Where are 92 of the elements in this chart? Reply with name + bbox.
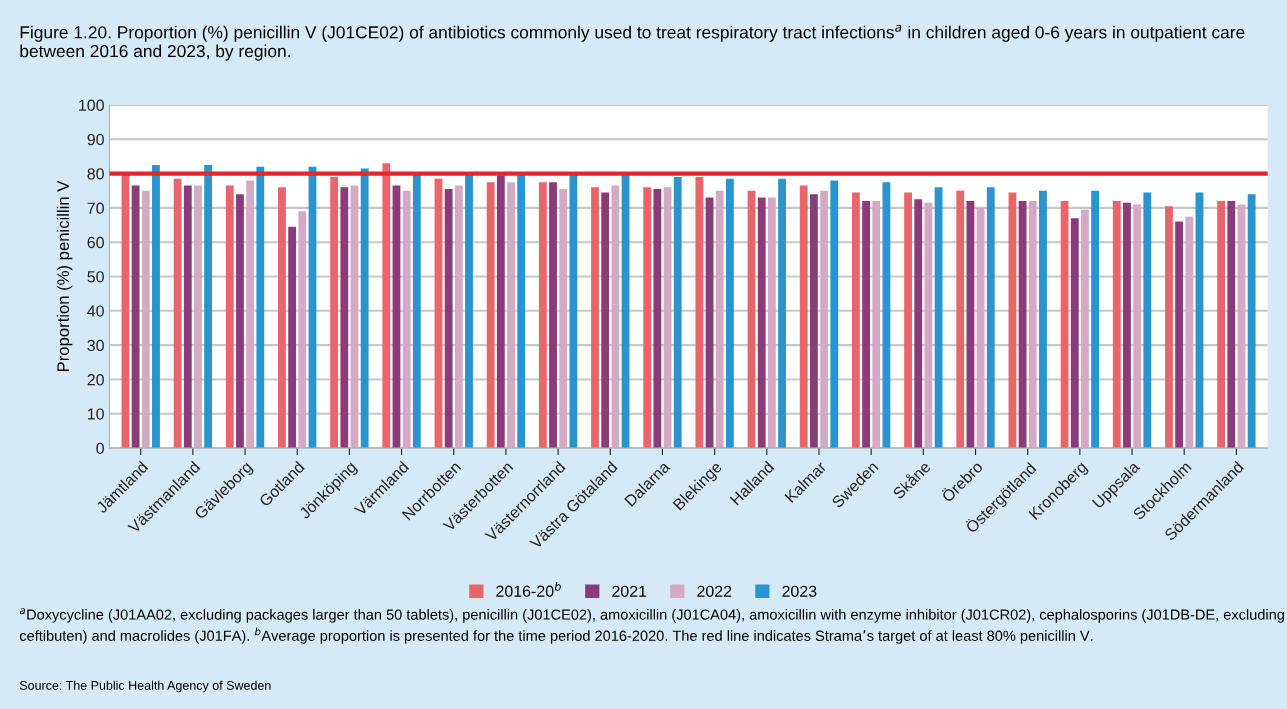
bar: [141, 190, 150, 449]
y-tick-label: 10: [87, 408, 104, 420]
bar: [1165, 206, 1173, 449]
bar: [914, 199, 923, 449]
bar: [330, 176, 339, 449]
bar: [278, 187, 286, 449]
bar: [1112, 201, 1121, 449]
bar: [1175, 221, 1184, 449]
bar: [1028, 201, 1037, 449]
bar: [1018, 201, 1027, 449]
bar: [1217, 201, 1226, 449]
bar: [225, 185, 234, 449]
bar: [778, 178, 786, 449]
bar: [591, 187, 599, 449]
legend-label: 2016-20$^{b}$: [496, 582, 561, 597]
bar: [288, 226, 297, 449]
y-tick-label: 80: [87, 168, 104, 180]
bar: [673, 176, 682, 449]
bar: [799, 185, 808, 449]
bar: [152, 164, 160, 449]
bar: [820, 190, 828, 449]
bar: [173, 178, 182, 449]
y-tick-label: 100: [79, 99, 104, 111]
bar: [851, 192, 860, 449]
bar: [934, 187, 943, 449]
bar: [872, 201, 881, 449]
bar: [1247, 194, 1256, 449]
bar: [454, 185, 463, 449]
bar: [1091, 190, 1100, 449]
bar: [1070, 218, 1079, 449]
legend-label: 2023: [782, 585, 817, 597]
bar: [360, 168, 369, 449]
bar: [236, 194, 244, 449]
bar: [862, 201, 870, 449]
bar: [256, 166, 265, 449]
bar: [444, 189, 453, 449]
bar: [1060, 201, 1069, 449]
bar: [725, 178, 734, 449]
bar: [412, 173, 421, 449]
bar: [715, 190, 724, 449]
bar: [486, 182, 495, 449]
bar: [1133, 204, 1142, 449]
y-tick-label: 70: [87, 202, 104, 214]
bar: [183, 185, 192, 449]
bar: [382, 163, 391, 449]
bar: [340, 187, 349, 449]
y-tick-label: 30: [87, 339, 104, 352]
y-tick-label: 0: [96, 442, 104, 455]
bar: [830, 180, 839, 449]
y-axis-title: Proportion (%) penicillin V: [56, 180, 73, 372]
bar: [976, 207, 985, 449]
bar: [402, 190, 411, 449]
y-tick-label: 50: [87, 271, 104, 283]
bar: [559, 189, 568, 449]
bar: [1081, 209, 1089, 449]
bar: [1143, 192, 1152, 449]
y-tick-label: 60: [87, 236, 104, 249]
bar: [767, 197, 776, 449]
bar: [204, 164, 213, 449]
bar: [517, 173, 526, 449]
text: $^{a}$Doxycycline (J01AA02, excluding packages larger than 50 tablets), penicillin (J01CE02), amoxicillin (J01CA04), amoxicillin with enzyme inhibitor (J01CR02), cephalosporins (J01DB-DE, excluding ceftibuten) and macrolides (J01FA). $^{b}$Average proportion is presented for the time period 2016-2020. The red line indicates Strama’s target of at least 80% penicillin V.: [19, 608, 1284, 644]
y-tick-label: 20: [87, 374, 104, 386]
bar: [986, 187, 995, 449]
bar: [809, 194, 818, 449]
bar: [1227, 201, 1236, 449]
bar: [757, 197, 766, 449]
bar: [246, 180, 255, 449]
chart-title: Figure 1.20. Proportion (%) penicillin V (J01CE02) of antibiotics commonly used to treat respiratory tract infections$^{a}$ in children aged 0-6 years in outpatient care between 2016 and 2023, by region.: [20, 24, 1245, 61]
bar: [298, 211, 307, 449]
bar: [611, 185, 620, 449]
y-tick-label: 40: [87, 305, 104, 317]
bar: [465, 173, 473, 449]
bar: [1185, 216, 1194, 449]
bar: [194, 185, 202, 449]
bar: [538, 182, 547, 449]
source-note: Source: The Public Health Agency of Sweden: [19, 680, 271, 693]
y-tick-label: 90: [87, 133, 104, 146]
bar: [1039, 190, 1047, 449]
bar: [904, 192, 912, 449]
bar: [569, 173, 578, 449]
bar: [643, 187, 652, 449]
bar: [695, 176, 704, 449]
bar: [653, 189, 662, 449]
bar: [496, 175, 505, 449]
bar: [956, 190, 965, 449]
bar: [601, 192, 610, 449]
bar: [507, 182, 515, 449]
bar: [131, 185, 140, 449]
legend-label: 2022: [697, 585, 732, 597]
legend-label: 2021: [612, 585, 647, 597]
bar: [549, 182, 557, 449]
bar: [1123, 202, 1131, 449]
